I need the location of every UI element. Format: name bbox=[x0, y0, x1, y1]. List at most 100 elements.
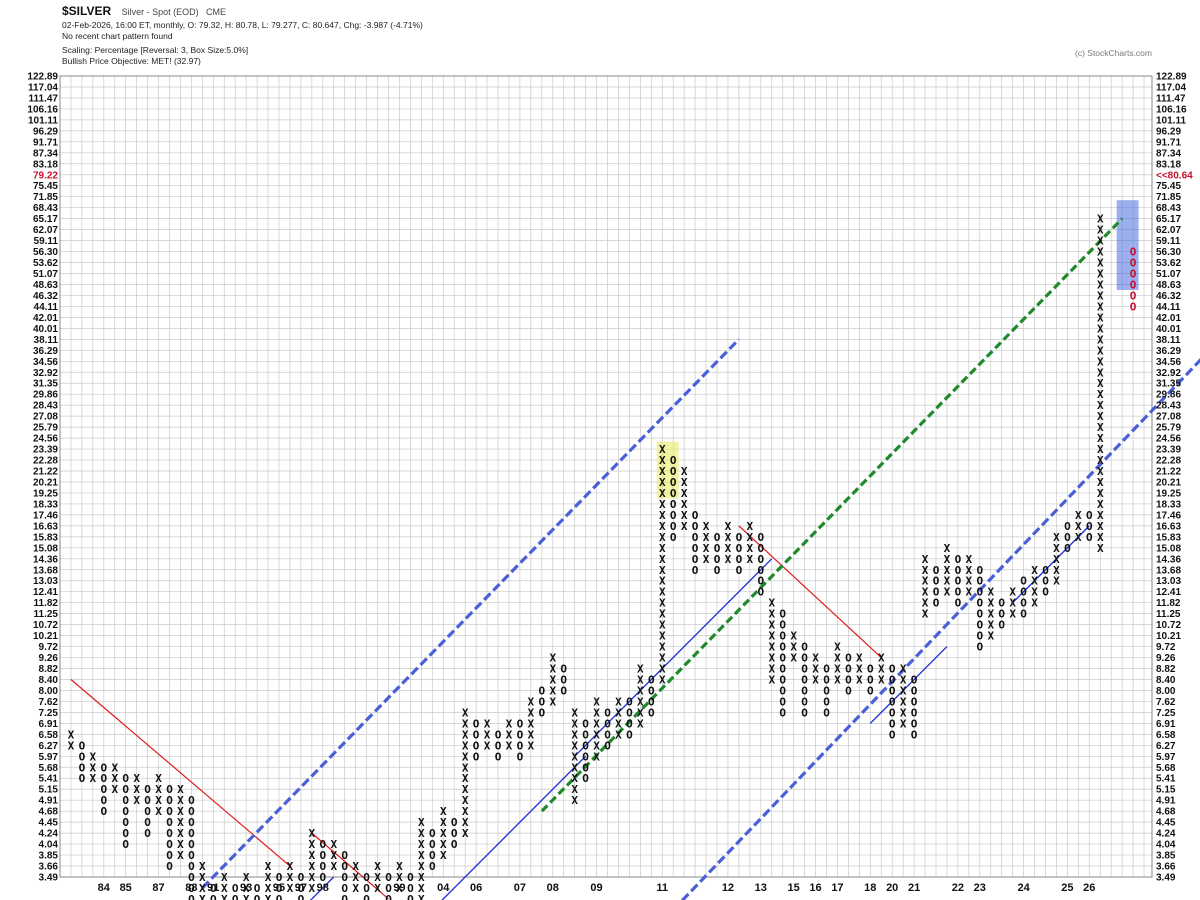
bullish-channel-dashed bbox=[680, 358, 1200, 900]
o-mark: O bbox=[823, 695, 830, 708]
y-tick-label-right: 36.29 bbox=[1156, 346, 1181, 357]
x-mark: X bbox=[418, 882, 425, 895]
y-tick-label-right: 91.71 bbox=[1156, 137, 1181, 148]
y-tick-label-right: 31.35 bbox=[1156, 379, 1181, 390]
y-tick-label-right: 12.41 bbox=[1156, 587, 1181, 598]
x-mark: X bbox=[659, 597, 666, 610]
o-mark: O bbox=[517, 750, 524, 763]
o-mark: O bbox=[626, 728, 633, 741]
o-mark: O bbox=[319, 860, 326, 873]
x-mark: X bbox=[528, 728, 535, 741]
x-tick-label: 95 bbox=[273, 882, 285, 894]
x-mark: X bbox=[944, 564, 951, 577]
o-mark: O bbox=[757, 564, 764, 577]
x-mark: X bbox=[1097, 289, 1104, 302]
o-mark: O bbox=[801, 684, 808, 697]
x-tick-label: 97 bbox=[295, 882, 307, 894]
x-mark: X bbox=[1097, 300, 1104, 313]
quote-line: 02-Feb-2026, 16:00 ET, monthly, O: 79.32… bbox=[62, 20, 423, 30]
o-mark: O bbox=[1020, 575, 1027, 588]
x-mark: X bbox=[900, 717, 907, 730]
x-tick-label: 16 bbox=[809, 882, 821, 894]
y-tick-label-right: 24.56 bbox=[1156, 434, 1181, 445]
o-mark: O bbox=[407, 882, 414, 895]
o-mark: O bbox=[79, 761, 86, 774]
x-mark: X bbox=[506, 717, 513, 730]
last-price-right: <<80.64 bbox=[1156, 170, 1193, 181]
x-mark: X bbox=[922, 553, 929, 566]
x-mark: X bbox=[440, 805, 447, 818]
y-tick-label-left: 11.25 bbox=[34, 609, 59, 620]
bullish-support-line bbox=[309, 876, 335, 900]
o-mark: O bbox=[100, 805, 107, 818]
o-mark: O bbox=[757, 553, 764, 566]
y-tick-label-left: 117.04 bbox=[28, 82, 58, 93]
x-mark: X bbox=[177, 783, 184, 796]
o-mark: O bbox=[976, 564, 983, 577]
o-mark: O bbox=[626, 706, 633, 719]
x-mark: X bbox=[681, 509, 688, 522]
o-mark: O bbox=[100, 783, 107, 796]
o-mark: O bbox=[976, 575, 983, 588]
x-mark: X bbox=[374, 860, 381, 873]
o-mark: O bbox=[232, 893, 239, 900]
y-tick-label-left: 10.21 bbox=[33, 631, 58, 642]
o-mark: O bbox=[845, 684, 852, 697]
o-mark: O bbox=[188, 827, 195, 840]
x-mark: X bbox=[900, 684, 907, 697]
o-mark: O bbox=[604, 717, 611, 730]
o-mark: O bbox=[79, 739, 86, 752]
x-mark: X bbox=[637, 706, 644, 719]
x-mark: X bbox=[922, 597, 929, 610]
o-mark: O bbox=[955, 575, 962, 588]
o-mark: O bbox=[363, 882, 370, 895]
x-mark: X bbox=[747, 520, 754, 533]
x-mark: X bbox=[418, 827, 425, 840]
x-tick-label: 09 bbox=[590, 882, 602, 894]
x-mark: X bbox=[571, 728, 578, 741]
x-mark: X bbox=[659, 652, 666, 665]
x-mark: X bbox=[133, 783, 140, 796]
o-mark: O bbox=[779, 673, 786, 686]
x-mark: X bbox=[1097, 377, 1104, 390]
y-tick-label-left: 22.28 bbox=[33, 456, 58, 467]
x-mark: X bbox=[177, 838, 184, 851]
x-mark: X bbox=[1031, 586, 1038, 599]
x-mark: X bbox=[1031, 575, 1038, 588]
bullish-support-line bbox=[869, 646, 948, 724]
x-tick-label: 20 bbox=[886, 882, 898, 894]
o-mark: O bbox=[648, 684, 655, 697]
chart-header: $SILVER Silver - Spot (EOD) CME 02-Feb-2… bbox=[62, 2, 423, 67]
x-mark: X bbox=[659, 608, 666, 621]
o-mark: O bbox=[79, 750, 86, 763]
y-tick-label-left: 106.16 bbox=[27, 104, 58, 115]
o-mark: O bbox=[341, 871, 348, 884]
o-mark: O bbox=[166, 805, 173, 818]
o-mark: O bbox=[889, 663, 896, 676]
x-mark: X bbox=[221, 893, 228, 900]
x-mark: X bbox=[309, 849, 316, 862]
x-mark: X bbox=[484, 728, 491, 741]
o-mark: O bbox=[801, 695, 808, 708]
x-mark: X bbox=[1075, 531, 1082, 544]
o-mark: O bbox=[363, 871, 370, 884]
x-mark: X bbox=[571, 794, 578, 807]
o-mark: O bbox=[1064, 531, 1071, 544]
o-mark: O bbox=[998, 608, 1005, 621]
x-mark: X bbox=[396, 871, 403, 884]
objective-line: Bullish Price Objective: MET! (32.97) bbox=[62, 56, 201, 66]
y-tick-label-left: 8.40 bbox=[39, 675, 59, 686]
y-tick-label-left: 8.00 bbox=[39, 686, 59, 697]
y-tick-label-right: 8.00 bbox=[1156, 686, 1176, 697]
o-mark: O bbox=[122, 772, 129, 785]
x-mark: X bbox=[966, 586, 973, 599]
x-mark: X bbox=[352, 871, 359, 884]
y-tick-label-left: 14.36 bbox=[33, 554, 58, 565]
x-mark: X bbox=[1097, 278, 1104, 291]
x-mark: X bbox=[747, 553, 754, 566]
y-tick-label-right: 17.46 bbox=[1156, 510, 1181, 521]
y-tick-label-right: 9.72 bbox=[1156, 642, 1176, 653]
x-mark: X bbox=[528, 717, 535, 730]
x-mark: X bbox=[309, 838, 316, 851]
